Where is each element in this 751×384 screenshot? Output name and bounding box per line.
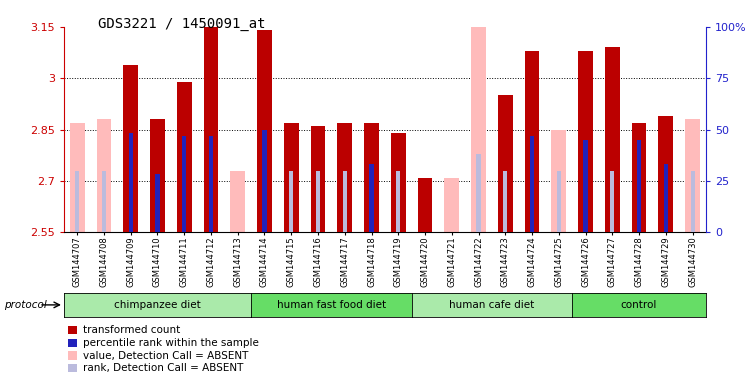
Bar [637,140,641,232]
Bar [664,164,668,232]
Bar [632,123,647,232]
Bar [611,170,614,232]
Bar [204,10,219,232]
Bar [97,119,111,232]
Bar [551,129,566,232]
Bar [525,51,539,232]
Bar [471,17,486,232]
Bar [102,170,106,232]
Bar [209,136,213,232]
Text: rank, Detection Call = ABSENT: rank, Detection Call = ABSENT [83,363,244,373]
Text: control: control [621,300,657,310]
Bar [337,123,352,232]
Bar [182,136,186,232]
Bar [397,170,400,232]
Bar [182,136,186,232]
Bar [637,140,641,232]
Bar [498,95,513,232]
Text: human cafe diet: human cafe diet [449,300,535,310]
Bar [231,170,245,232]
Bar [342,170,347,232]
Bar [177,82,192,232]
Bar [364,123,379,232]
Bar [177,82,192,232]
Bar [364,123,379,232]
Bar [530,136,534,232]
Bar [556,170,561,232]
Bar [204,10,219,232]
Bar [584,140,587,232]
Bar [369,164,373,232]
Bar [75,170,80,232]
Bar [578,51,593,232]
Bar [316,170,320,232]
Bar [578,51,593,232]
Bar [262,129,267,232]
Bar [498,95,513,232]
Bar [284,123,299,232]
Text: transformed count: transformed count [83,325,180,335]
Bar [369,164,373,232]
Text: chimpanzee diet: chimpanzee diet [114,300,201,310]
Bar [128,133,133,232]
Bar [418,177,433,232]
Bar [418,177,433,232]
Text: protocol: protocol [4,300,47,310]
Bar [659,116,673,232]
Bar [530,136,534,232]
Bar [632,123,647,232]
Bar [70,123,85,232]
Bar [605,47,620,232]
Bar [525,51,539,232]
Bar [685,119,700,232]
Bar [664,164,668,232]
Bar [659,116,673,232]
Bar [337,123,352,232]
Bar [123,65,138,232]
Bar [690,170,695,232]
Text: human fast food diet: human fast food diet [277,300,386,310]
Text: percentile rank within the sample: percentile rank within the sample [83,338,259,348]
Bar [391,133,406,232]
Bar [289,170,294,232]
Bar [503,170,508,232]
Bar [476,154,481,232]
Bar [311,126,325,232]
Bar [284,123,299,232]
Bar [391,133,406,232]
Bar [123,65,138,232]
Bar [150,119,164,232]
Bar [209,136,213,232]
Bar [311,126,325,232]
Bar [605,47,620,232]
Bar [155,174,159,232]
Bar [257,30,272,232]
Text: GDS3221 / 1450091_at: GDS3221 / 1450091_at [98,17,265,31]
Bar [584,140,587,232]
Bar [155,174,159,232]
Bar [128,133,133,232]
Bar [262,129,267,232]
Text: value, Detection Call = ABSENT: value, Detection Call = ABSENT [83,351,249,361]
Bar [257,30,272,232]
Bar [445,177,459,232]
Bar [150,119,164,232]
